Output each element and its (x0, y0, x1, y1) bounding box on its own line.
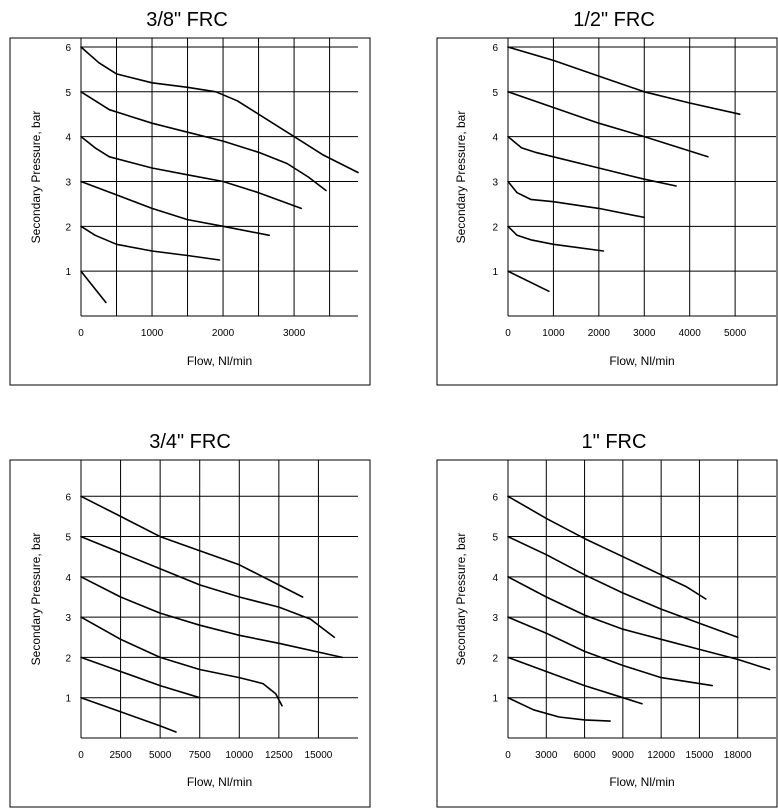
chart-3-title: 3/4" FRC (149, 431, 231, 453)
chart-2-ytick-label: 6 (492, 43, 498, 54)
chart-4-ytick-label: 1 (492, 694, 498, 705)
chart-1-xtick-label: 2000 (212, 328, 235, 339)
chart-2-ytick-label: 4 (492, 133, 498, 144)
chart-1-xtick-label: 0 (78, 328, 84, 339)
chart-4-ytick-label: 4 (492, 573, 498, 584)
chart-4-xtick-label: 18000 (724, 750, 752, 761)
chart-1-title: 3/8" FRC (146, 9, 228, 31)
chart-2-xtick-label: 0 (505, 328, 511, 339)
chart-2-series-5 (507, 225, 605, 252)
chart-2-series-6 (507, 270, 550, 293)
chart-3-ytick-label: 6 (65, 492, 71, 503)
chart-3-xtick-label: 5000 (149, 750, 172, 761)
chart-3-series-1 (80, 495, 304, 598)
chart-1-series-2 (80, 91, 327, 192)
chart-4-series-2 (507, 535, 739, 639)
chart-2-title: 1/2" FRC (573, 9, 655, 31)
chart-4-xtick-label: 3000 (535, 750, 558, 761)
chart-2-xtick-label: 3000 (633, 328, 656, 339)
chart-2-ytick-label: 1 (492, 267, 498, 278)
chart-4-series-4 (507, 616, 714, 687)
chart-4-ytick-label: 2 (492, 653, 498, 664)
chart-1-ylabel: Secondary Pressure, bar (29, 111, 43, 244)
chart-2-xtick-label: 1000 (542, 328, 565, 339)
chart-2-series-2 (507, 91, 709, 158)
chart-4-ylabel: Secondary Pressure, bar (454, 533, 468, 666)
chart-1-ytick-label: 4 (65, 133, 71, 144)
chart-1-series-5 (80, 225, 221, 261)
chart-4-xlabel: Flow, Nl/min (609, 775, 674, 789)
chart-3-series-6 (80, 696, 177, 733)
chart-3-xtick-label: 12500 (265, 750, 293, 761)
chart-4-xtick-label: 0 (505, 750, 511, 761)
chart-3-xlabel: Flow, Nl/min (187, 775, 252, 789)
chart-4-series-3 (507, 575, 771, 671)
chart-3-frame (9, 459, 371, 808)
chart-2-ytick-label: 2 (492, 222, 498, 233)
chart-2-xtick-label: 5000 (724, 328, 747, 339)
chart-4-frame (436, 459, 778, 808)
chart-2-series-4 (507, 180, 646, 219)
chart-3-series-3 (80, 575, 344, 659)
chart-4-xtick-label: 15000 (686, 750, 714, 761)
chart-4-series-6 (507, 696, 611, 722)
chart-4-xtick-label: 12000 (647, 750, 675, 761)
chart-3-ylabel: Secondary Pressure, bar (29, 533, 43, 666)
chart-4-ytick-label: 6 (492, 492, 498, 503)
chart-1-ytick-label: 5 (65, 88, 71, 99)
chart-2-series-1 (507, 46, 741, 115)
chart-2-xlabel: Flow, Nl/min (609, 354, 674, 368)
chart-4-series-1 (507, 495, 707, 600)
chart-1-xtick-label: 3000 (283, 328, 306, 339)
chart-1-frame (9, 37, 371, 386)
chart-4-title: 1" FRC (582, 431, 647, 453)
chart-4-xtick-label: 9000 (612, 750, 635, 761)
chart-3-xtick-label: 15000 (305, 750, 333, 761)
chart-2-ytick-label: 5 (492, 88, 498, 99)
chart-3-ytick-label: 1 (65, 694, 71, 705)
chart-1-series-1 (80, 46, 359, 174)
chart-3-ytick-label: 3 (65, 613, 71, 624)
chart-3-ytick-label: 2 (65, 653, 71, 664)
chart-2-xtick-label: 4000 (679, 328, 702, 339)
chart-3-series-4 (80, 616, 283, 707)
chart-1-ytick-label: 2 (65, 222, 71, 233)
chart-3-xtick-label: 10000 (225, 750, 253, 761)
chart-1-xtick-label: 1000 (141, 328, 164, 339)
chart-4-ytick-label: 5 (492, 533, 498, 544)
chart-2-series-3 (507, 135, 677, 187)
chart-3-series-2 (80, 535, 336, 639)
chart-3-xtick-label: 7500 (189, 750, 212, 761)
chart-1-ytick-label: 1 (65, 267, 71, 278)
chart-2-frame (436, 37, 778, 386)
chart-1-ytick-label: 6 (65, 43, 71, 54)
chart-2-ytick-label: 3 (492, 177, 498, 188)
chart-3-ytick-label: 4 (65, 573, 71, 584)
chart-2-xtick-label: 2000 (588, 328, 611, 339)
chart-1-ytick-label: 3 (65, 177, 71, 188)
chart-1-series-6 (80, 270, 107, 304)
chart-3-xtick-label: 0 (78, 750, 84, 761)
chart-1-series-3 (80, 135, 303, 210)
chart-3-ytick-label: 5 (65, 533, 71, 544)
chart-3-series-5 (80, 656, 201, 699)
chart-4-series-5 (507, 656, 643, 705)
chart-3-xtick-label: 2500 (109, 750, 132, 761)
chart-4-ytick-label: 3 (492, 613, 498, 624)
chart-1-series-4 (80, 180, 271, 237)
chart-1-xlabel: Flow, Nl/min (187, 354, 252, 368)
chart-2-ylabel: Secondary Pressure, bar (454, 111, 468, 244)
chart-4-xtick-label: 6000 (573, 750, 596, 761)
